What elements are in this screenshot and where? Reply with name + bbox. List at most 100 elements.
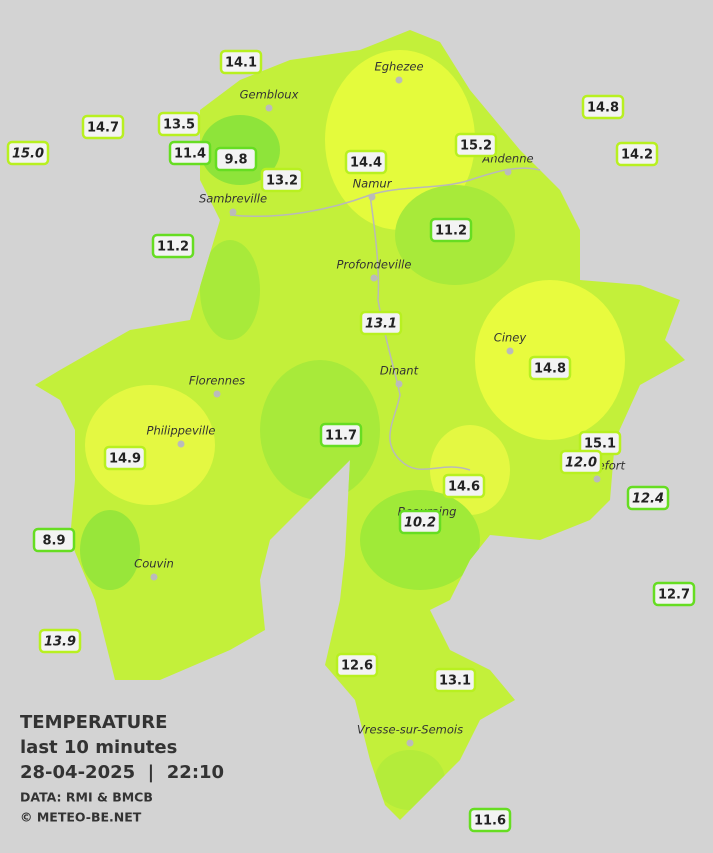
station: 13.2	[260, 167, 304, 193]
station-box	[157, 111, 201, 137]
town-dot	[150, 573, 158, 581]
station-value: 12.0	[565, 456, 597, 471]
station: 12.6	[335, 652, 379, 678]
town-label: Profondeville	[337, 258, 412, 272]
station-box	[528, 355, 572, 381]
station-box	[335, 652, 379, 678]
station-value: 13.1	[365, 317, 397, 332]
town-dot	[370, 274, 378, 282]
station-value: 11.6	[474, 814, 506, 829]
legend-title: TEMPERATURE	[20, 712, 167, 733]
station-value: 14.4	[350, 156, 382, 171]
town-label: Florennes	[189, 374, 245, 388]
station-value: 11.7	[325, 429, 357, 444]
station: 13.5	[157, 111, 201, 137]
station: 13.9	[38, 628, 82, 654]
station-box	[652, 581, 696, 607]
station-value: 14.8	[587, 101, 619, 116]
station: 14.7	[81, 114, 125, 140]
town-dot	[229, 208, 237, 216]
station-value: 11.2	[157, 240, 189, 255]
station-box	[344, 149, 388, 175]
station: 9.8	[214, 146, 258, 172]
town-label: Ciney	[494, 331, 527, 345]
town-label: Gembloux	[240, 88, 299, 102]
station: 14.8	[581, 94, 625, 120]
station-box	[38, 628, 82, 654]
town-label: Couvin	[134, 557, 174, 571]
station-box	[429, 217, 473, 243]
station-box	[32, 527, 76, 553]
legend: TEMPERATURE last 10 minutes 28-04-2025 |…	[20, 712, 224, 825]
station-box	[442, 473, 486, 499]
station-box	[214, 146, 258, 172]
station-value: 11.2	[435, 224, 467, 239]
station-value: 15.2	[460, 139, 492, 154]
station-value: 14.9	[109, 452, 141, 467]
station: 13.1	[359, 310, 403, 336]
town-dot	[177, 440, 185, 448]
town-dot	[395, 76, 403, 84]
station-box	[615, 141, 659, 167]
legend-source: DATA: RMI & BMCB	[20, 790, 153, 805]
station-box	[398, 509, 442, 535]
station-value: 9.8	[224, 153, 247, 168]
station-box	[581, 94, 625, 120]
station-value: 13.2	[266, 174, 298, 189]
station: 14.4	[344, 149, 388, 175]
station-box	[151, 233, 195, 259]
station-value: 13.5	[163, 118, 195, 133]
station-box	[626, 485, 670, 511]
station-value: 13.1	[439, 674, 471, 689]
town-dot	[504, 168, 512, 176]
station: 14.6	[442, 473, 486, 499]
legend-period: last 10 minutes	[20, 737, 177, 758]
station-box	[319, 422, 363, 448]
station: 11.4	[168, 140, 212, 166]
station-value: 12.4	[632, 492, 664, 507]
station: 11.6	[468, 807, 512, 833]
station: 10.2	[398, 509, 442, 535]
town-dot	[506, 347, 514, 355]
station-box	[359, 310, 403, 336]
station-value: 14.8	[534, 362, 566, 377]
station-box	[260, 167, 304, 193]
station-box	[468, 807, 512, 833]
station: 11.2	[151, 233, 195, 259]
station-box	[81, 114, 125, 140]
station: 15.1	[578, 430, 622, 456]
station-box	[454, 132, 498, 158]
station: 12.7	[652, 581, 696, 607]
station-value: 12.6	[341, 659, 373, 674]
station-box	[433, 667, 477, 693]
station-box	[168, 140, 212, 166]
station-box	[6, 140, 50, 166]
station: 15.2	[454, 132, 498, 158]
station: 14.8	[528, 355, 572, 381]
town-label: Vresse-sur-Semois	[357, 723, 463, 737]
town-dot	[395, 380, 403, 388]
rivers	[229, 167, 541, 471]
station-value: 14.6	[448, 480, 480, 495]
station-value: 11.4	[174, 147, 206, 162]
station-box	[103, 445, 147, 471]
station: 11.2	[429, 217, 473, 243]
town-label: Philippeville	[147, 424, 216, 438]
station-value: 14.1	[225, 56, 257, 71]
station-box	[559, 449, 603, 475]
legend-credit: © METEO-BE.NET	[20, 810, 142, 825]
station: 14.1	[219, 49, 263, 75]
station-value: 14.7	[87, 121, 119, 136]
town-dot	[406, 739, 414, 747]
station-value: 12.7	[658, 588, 690, 603]
legend-datetime: 28-04-2025 | 22:10	[20, 762, 224, 783]
town-label: Sambreville	[199, 192, 267, 206]
station-box	[219, 49, 263, 75]
station: 8.9	[32, 527, 76, 553]
station: 14.2	[615, 141, 659, 167]
town-label: Namur	[353, 177, 393, 191]
station-value: 14.2	[621, 148, 653, 163]
station-value: 10.2	[404, 516, 436, 531]
